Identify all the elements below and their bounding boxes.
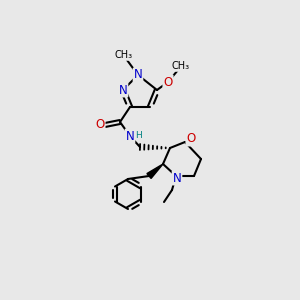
Text: CH₃: CH₃ bbox=[115, 50, 133, 60]
Text: H: H bbox=[136, 130, 142, 140]
Text: CH₃: CH₃ bbox=[172, 61, 190, 71]
Text: N: N bbox=[118, 83, 127, 97]
Text: N: N bbox=[126, 130, 134, 142]
Polygon shape bbox=[147, 164, 163, 178]
Text: O: O bbox=[186, 133, 196, 146]
Text: N: N bbox=[134, 68, 142, 82]
Text: O: O bbox=[164, 76, 172, 88]
Text: O: O bbox=[95, 118, 105, 131]
Text: N: N bbox=[172, 172, 182, 184]
